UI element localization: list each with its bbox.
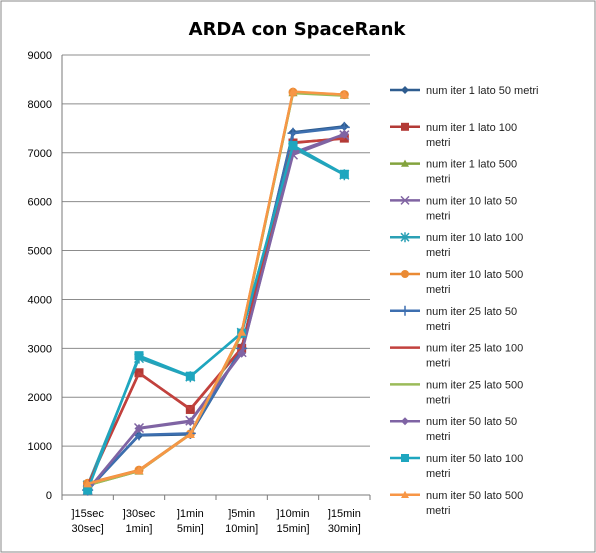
data-point — [401, 490, 409, 498]
y-tick-label: 5000 — [28, 246, 52, 258]
legend-label: num iter 50 lato 500 metri — [426, 490, 523, 517]
series-12 — [83, 87, 349, 488]
legend-label: num iter 10 lato 100 metri — [426, 232, 523, 259]
x-tick-label: ]15min — [328, 508, 361, 520]
y-tick-label: 7000 — [28, 148, 52, 160]
y-tick-label: 4000 — [28, 294, 52, 306]
legend-entry: num iter 1 lato 100 metri — [390, 122, 517, 149]
legend-label: num iter 50 lato 100 metri — [426, 453, 523, 480]
legend-label: num iter 25 lato 100 metri — [426, 343, 523, 370]
data-point — [401, 454, 409, 462]
x-tick-label: 1min] — [126, 523, 153, 535]
axes: 0 1000 2000 3000 4000 5000 6000 7000 8000 9000 ]15… — [28, 50, 371, 535]
series-line — [86, 126, 345, 491]
legend-label: num iter 25 lato 500 metri — [426, 379, 523, 406]
data-point — [400, 305, 410, 316]
legend-label: num iter 25 lato 50 metri — [426, 306, 517, 333]
legend-entry: num iter 25 lato 100 metri — [390, 343, 523, 370]
data-point — [185, 429, 195, 438]
data-point — [83, 479, 93, 488]
data-point — [83, 485, 93, 495]
legend-label: num iter 50 lato 50 metri — [426, 416, 517, 443]
chart-title: ARDA con SpaceRank — [189, 19, 407, 40]
data-point — [401, 270, 409, 278]
data-point — [401, 122, 409, 131]
legend-entry: num iter 1 lato 500 metri — [390, 159, 517, 186]
data-point — [134, 466, 144, 475]
legend-entry: num iter 10 lato 500 metri — [390, 269, 523, 296]
y-tick-label: 6000 — [28, 197, 52, 209]
x-tick-label: 10min] — [225, 523, 258, 535]
x-tick-label: 15min] — [276, 523, 309, 535]
data-point — [237, 327, 247, 336]
legend-entry: num iter 25 lato 50 metri — [390, 306, 517, 333]
series-group — [82, 87, 350, 496]
series-line — [86, 144, 345, 491]
data-point — [134, 351, 144, 361]
data-point — [339, 129, 349, 139]
legend-entry: num iter 50 lato 100 metri — [390, 453, 523, 480]
data-point — [185, 417, 195, 427]
x-tick-label: 5min] — [177, 523, 204, 535]
data-point — [237, 348, 247, 358]
y-tick-label: 1000 — [28, 441, 52, 453]
series-8 — [86, 137, 345, 486]
y-tick-label: 8000 — [28, 99, 52, 111]
legend-entry: num iter 25 lato 500 metri — [390, 379, 523, 406]
x-tick-label: ]10min — [276, 508, 309, 520]
x-tick-label: ]30sec — [123, 508, 156, 520]
y-tick-label: 2000 — [28, 392, 52, 404]
legend-label: num iter 10 lato 500 metri — [426, 269, 523, 296]
y-tick-label: 9000 — [28, 50, 52, 62]
data-point — [401, 159, 409, 167]
legend-label: num iter 10 lato 50 metri — [426, 195, 517, 222]
data-point — [339, 169, 349, 179]
data-point — [287, 127, 299, 139]
data-point — [400, 195, 410, 205]
x-tick-label: 30sec] — [71, 523, 103, 535]
data-point — [288, 87, 298, 96]
legend-entry: num iter 10 lato 50 metri — [390, 195, 517, 222]
data-point — [400, 232, 410, 243]
data-point — [339, 90, 349, 99]
legend: num iter 1 lato 50 metri num iter 1 lato … — [390, 85, 539, 517]
data-point — [401, 417, 409, 426]
x-tick-label: ]15sec — [71, 508, 104, 520]
data-point — [288, 140, 298, 150]
legend-entry: num iter 50 lato 500 metri — [390, 490, 523, 517]
x-tick-label: ]1min — [177, 508, 204, 520]
legend-label: num iter 1 lato 50 metri — [426, 85, 539, 97]
x-tick-label: 30min] — [328, 523, 361, 535]
x-tick-label: ]5min — [228, 508, 255, 520]
data-point — [134, 424, 144, 434]
legend-label: num iter 1 lato 500 metri — [426, 159, 517, 186]
data-point — [401, 86, 409, 94]
data-point — [185, 371, 195, 381]
series-line — [87, 90, 345, 485]
y-tick-label: 0 — [46, 490, 52, 502]
y-tick-label: 3000 — [28, 343, 52, 355]
legend-label: num iter 1 lato 100 metri — [426, 122, 517, 149]
legend-entry: num iter 50 lato 50 metri — [390, 416, 517, 443]
legend-entry: num iter 1 lato 50 metri — [390, 85, 539, 97]
series-line — [86, 137, 345, 486]
legend-entry: num iter 10 lato 100 metri — [390, 232, 523, 259]
